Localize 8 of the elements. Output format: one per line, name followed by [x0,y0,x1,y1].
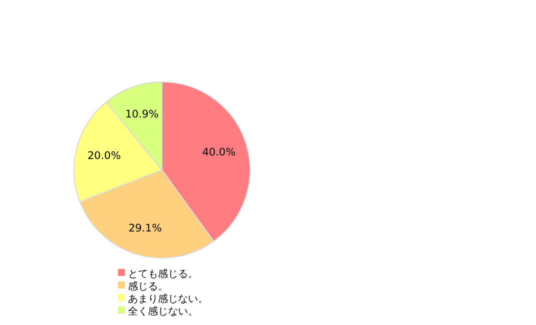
data-label: 20.0% [87,150,121,162]
legend-label: あまり感じない。 [128,293,208,305]
data-label: 40.0% [202,146,236,159]
data-label: 29.1% [128,222,162,234]
data-label: 10.9% [125,108,159,121]
legend-label: 感じる。 [128,280,168,292]
legend-label: 全く感じない。 [128,306,198,318]
legend-label: とても感じる。 [128,268,198,280]
